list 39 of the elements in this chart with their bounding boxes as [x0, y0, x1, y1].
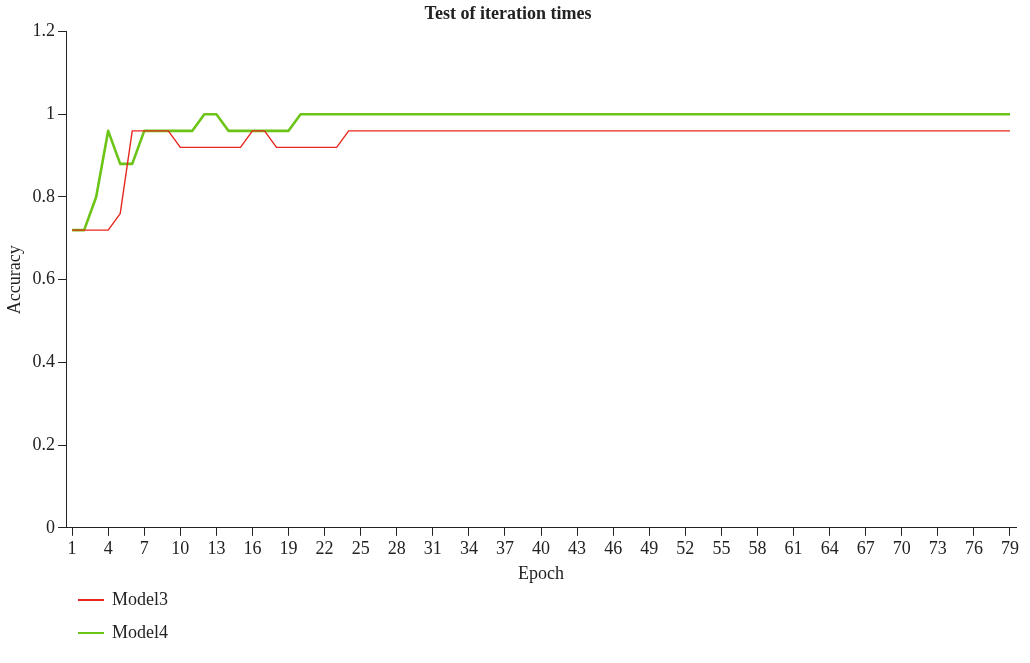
- x-tick-label: 49: [640, 538, 659, 559]
- x-tick-label: 34: [459, 538, 478, 559]
- x-tick-label: 7: [139, 538, 149, 559]
- x-tick-label: 43: [568, 538, 587, 559]
- x-tick-label: 64: [820, 538, 839, 559]
- x-tick-label: 16: [243, 538, 262, 559]
- y-tick-label: 0.2: [32, 433, 56, 454]
- x-tick-label: 52: [676, 538, 695, 559]
- y-tick-label: 1.2: [32, 20, 56, 41]
- x-tick-label: 73: [928, 538, 947, 559]
- x-tick-label: 4: [103, 538, 113, 559]
- y-tick-label: 1: [46, 103, 56, 124]
- y-tick-label: 0: [46, 516, 56, 537]
- x-tick-label: 31: [423, 538, 442, 559]
- x-tick-label: 1: [67, 538, 77, 559]
- x-tick-label: 58: [748, 538, 767, 559]
- x-tick-label: 10: [171, 538, 190, 559]
- legend-label: Model3: [112, 589, 168, 610]
- y-tick-label: 0.8: [32, 185, 56, 206]
- x-tick-label: 19: [279, 538, 298, 559]
- x-axis-title: Epoch: [518, 562, 565, 583]
- x-tick-label: 79: [1000, 538, 1019, 559]
- y-tick-label: 0.4: [32, 351, 56, 372]
- x-tick-label: 25: [351, 538, 370, 559]
- x-tick-label: 61: [784, 538, 803, 559]
- y-tick-label: 0.6: [32, 268, 56, 289]
- legend-label: Model4: [112, 622, 168, 643]
- x-tick-label: 70: [892, 538, 911, 559]
- x-tick-label: 40: [532, 538, 551, 559]
- x-tick-label: 76: [964, 538, 983, 559]
- x-tick-label: 13: [207, 538, 226, 559]
- chart-title: Test of iteration times: [424, 3, 592, 24]
- y-axis-title: Accuracy: [3, 245, 24, 315]
- x-tick-label: 46: [604, 538, 623, 559]
- x-tick-label: 55: [712, 538, 731, 559]
- x-tick-label: 67: [856, 538, 875, 559]
- x-tick-label: 37: [495, 538, 514, 559]
- x-tick-label: 22: [315, 538, 334, 559]
- x-tick-label: 28: [387, 538, 406, 559]
